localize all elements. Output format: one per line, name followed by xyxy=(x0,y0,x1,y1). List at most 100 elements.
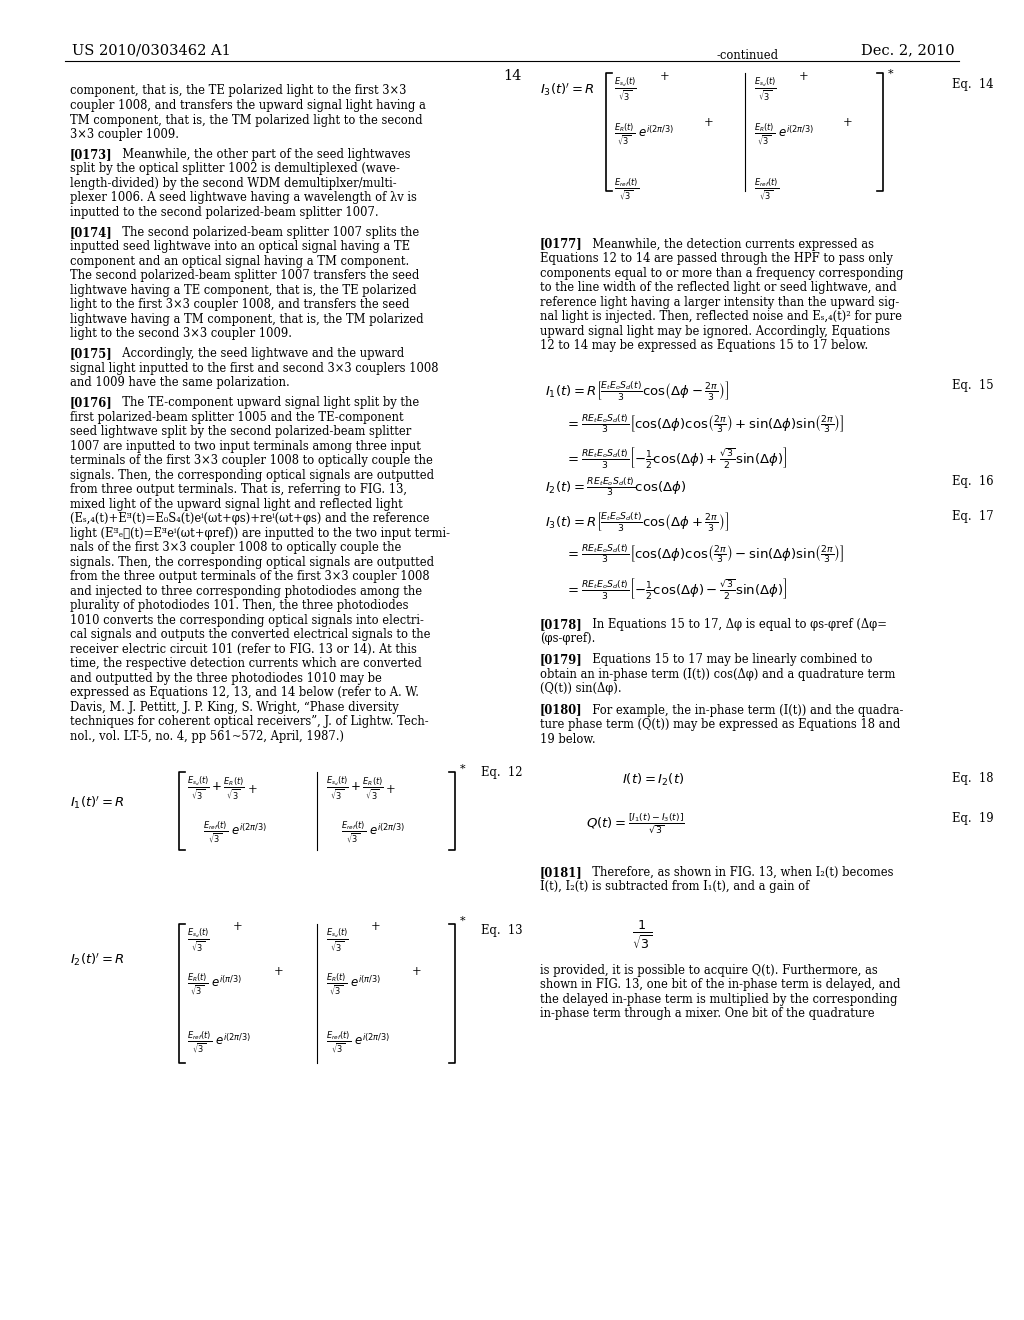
Text: Eq.  14: Eq. 14 xyxy=(952,78,994,91)
Text: to the line width of the reflected light or seed lightwave, and: to the line width of the reflected light… xyxy=(540,281,896,294)
Text: time, the respective detection currents which are converted: time, the respective detection currents … xyxy=(70,657,422,671)
Text: is provided, it is possible to acquire Q(t). Furthermore, as: is provided, it is possible to acquire Q… xyxy=(540,964,878,977)
Text: mixed light of the upward signal light and reflected light: mixed light of the upward signal light a… xyxy=(70,498,402,511)
Text: The second polarized-beam splitter 1007 transfers the seed: The second polarized-beam splitter 1007 … xyxy=(70,269,419,282)
Text: The TE-component upward signal light split by the: The TE-component upward signal light spl… xyxy=(115,396,419,409)
Text: +: + xyxy=(659,70,670,83)
Text: Eq.  18: Eq. 18 xyxy=(952,772,994,785)
Text: [0177]: [0177] xyxy=(540,238,583,251)
Text: $\frac{E_{s_d}(t)}{\sqrt{3}}$: $\frac{E_{s_d}(t)}{\sqrt{3}}$ xyxy=(187,927,210,953)
Text: Dec. 2, 2010: Dec. 2, 2010 xyxy=(861,44,954,58)
Text: 3×3 coupler 1009.: 3×3 coupler 1009. xyxy=(70,128,178,141)
Text: +: + xyxy=(248,783,258,796)
Text: 12 to 14 may be expressed as Equations 15 to 17 below.: 12 to 14 may be expressed as Equations 1… xyxy=(540,339,868,352)
Text: In Equations 15 to 17, Δφ is equal to φs-φref (Δφ=: In Equations 15 to 17, Δφ is equal to φs… xyxy=(585,618,887,631)
Text: receiver electric circuit 101 (refer to FIG. 13 or 14). At this: receiver electric circuit 101 (refer to … xyxy=(70,643,417,656)
Text: Equations 15 to 17 may be linearly combined to: Equations 15 to 17 may be linearly combi… xyxy=(585,653,872,667)
Text: +: + xyxy=(273,965,284,978)
Text: light to the first 3×3 coupler 1008, and transfers the seed: light to the first 3×3 coupler 1008, and… xyxy=(70,298,410,312)
Text: signals. Then, the corresponding optical signals are outputted: signals. Then, the corresponding optical… xyxy=(70,556,434,569)
Text: lightwave having a TM component, that is, the TM polarized: lightwave having a TM component, that is… xyxy=(70,313,423,326)
Text: and outputted by the three photodiodes 1010 may be: and outputted by the three photodiodes 1… xyxy=(70,672,382,685)
Text: nal light is injected. Then, reflected noise and Eₛ,₄(t)² for pure: nal light is injected. Then, reflected n… xyxy=(540,310,902,323)
Text: components equal to or more than a frequency corresponding: components equal to or more than a frequ… xyxy=(540,267,903,280)
Text: +: + xyxy=(386,783,396,796)
Text: $\frac{E_{s_d}(t)}{\sqrt{3}} + \frac{E_R(t)}{\sqrt{3}}$: $\frac{E_{s_d}(t)}{\sqrt{3}} + \frac{E_R… xyxy=(326,775,383,801)
Text: Eq.  12: Eq. 12 xyxy=(481,766,523,779)
Text: length-divided) by the second WDM demultiplxer/multi-: length-divided) by the second WDM demult… xyxy=(70,177,396,190)
Text: [0173]: [0173] xyxy=(70,148,113,161)
Text: $\frac{E_{ref}(t)}{\sqrt{3}}\ e^{i(2\pi/3)}$: $\frac{E_{ref}(t)}{\sqrt{3}}\ e^{i(2\pi/… xyxy=(187,1030,252,1055)
Text: upward signal light may be ignored. Accordingly, Equations: upward signal light may be ignored. Acco… xyxy=(540,325,890,338)
Text: Therefore, as shown in FIG. 13, when I₂(t) becomes: Therefore, as shown in FIG. 13, when I₂(… xyxy=(585,866,893,879)
Text: *: * xyxy=(460,764,465,775)
Text: and injected to three corresponding photodiodes among the: and injected to three corresponding phot… xyxy=(70,585,422,598)
Text: $I(t) = I_2(t)$: $I(t) = I_2(t)$ xyxy=(622,772,684,788)
Text: $\frac{E_{s_d}(t)}{\sqrt{3}}$: $\frac{E_{s_d}(t)}{\sqrt{3}}$ xyxy=(614,75,637,102)
Text: US 2010/0303462 A1: US 2010/0303462 A1 xyxy=(72,44,230,58)
Text: 1007 are inputted to two input terminals among three input: 1007 are inputted to two input terminals… xyxy=(70,440,421,453)
Text: $I_3(t) = R\left[\frac{E_t E_o S_d(t)}{3}\cos\!\left(\Delta\phi + \frac{2\pi}{3}: $I_3(t) = R\left[\frac{E_t E_o S_d(t)}{3… xyxy=(545,510,729,532)
Text: expressed as Equations 12, 13, and 14 below (refer to A. W.: expressed as Equations 12, 13, and 14 be… xyxy=(70,686,419,700)
Text: techniques for coherent optical receivers”, J. of Lightw. Tech-: techniques for coherent optical receiver… xyxy=(70,715,428,729)
Text: $\frac{E_{ref}(t)}{\sqrt{3}}\ e^{i(2\pi/3)}$: $\frac{E_{ref}(t)}{\sqrt{3}}\ e^{i(2\pi/… xyxy=(326,1030,390,1055)
Text: reference light having a larger intensity than the upward sig-: reference light having a larger intensit… xyxy=(540,296,899,309)
Text: $\frac{E_R(t)}{\sqrt{3}}\ e^{i(\pi/3)}$: $\frac{E_R(t)}{\sqrt{3}}\ e^{i(\pi/3)}$ xyxy=(326,972,381,997)
Text: $I_1(t) = R\left[\frac{E_t E_o S_d(t)}{3}\cos\!\left(\Delta\phi - \frac{2\pi}{3}: $I_1(t) = R\left[\frac{E_t E_o S_d(t)}{3… xyxy=(545,379,729,401)
Text: +: + xyxy=(843,116,853,129)
Text: $\frac{E_{ref}(t)}{\sqrt{3}}\ e^{i(2\pi/3)}$: $\frac{E_{ref}(t)}{\sqrt{3}}\ e^{i(2\pi/… xyxy=(341,820,406,845)
Text: (Q(t)) sin(Δφ).: (Q(t)) sin(Δφ). xyxy=(540,682,622,696)
Text: +: + xyxy=(412,965,422,978)
Text: shown in FIG. 13, one bit of the in-phase term is delayed, and: shown in FIG. 13, one bit of the in-phas… xyxy=(540,978,900,991)
Text: Eq.  13: Eq. 13 xyxy=(481,924,523,937)
Text: +: + xyxy=(371,920,381,933)
Text: $\frac{E_R(t)}{\sqrt{3}}\ e^{i(2\pi/3)}$: $\frac{E_R(t)}{\sqrt{3}}\ e^{i(2\pi/3)}$ xyxy=(754,121,814,147)
Text: nals of the first 3×3 coupler 1008 to optically couple the: nals of the first 3×3 coupler 1008 to op… xyxy=(70,541,401,554)
Text: $I_2(t)' = R$: $I_2(t)' = R$ xyxy=(70,952,125,969)
Text: 1010 converts the corresponding optical signals into electri-: 1010 converts the corresponding optical … xyxy=(70,614,424,627)
Text: Meanwhile, the other part of the seed lightwaves: Meanwhile, the other part of the seed li… xyxy=(115,148,411,161)
Text: $= \frac{RE_t E_o S_d(t)}{3}\left[\cos(\Delta\phi)\cos\!\left(\frac{2\pi}{3}\rig: $= \frac{RE_t E_o S_d(t)}{3}\left[\cos(\… xyxy=(565,412,845,434)
Text: $= \frac{RE_t E_o S_d(t)}{3}\left[-\frac{1}{2}\cos(\Delta\phi) + \frac{\sqrt{3}}: $= \frac{RE_t E_o S_d(t)}{3}\left[-\frac… xyxy=(565,445,787,470)
Text: $= \frac{RE_t E_o S_d(t)}{3}\left[\cos(\Delta\phi)\cos\!\left(\frac{2\pi}{3}\rig: $= \frac{RE_t E_o S_d(t)}{3}\left[\cos(\… xyxy=(565,543,845,565)
Text: [0179]: [0179] xyxy=(540,653,583,667)
Text: in-phase term through a mixer. One bit of the quadrature: in-phase term through a mixer. One bit o… xyxy=(540,1007,874,1020)
Text: nol., vol. LT-5, no. 4, pp 561~572, April, 1987.): nol., vol. LT-5, no. 4, pp 561~572, Apri… xyxy=(70,730,344,743)
Text: $\frac{E_{ref}(t)}{\sqrt{3}}\ e^{i(2\pi/3)}$: $\frac{E_{ref}(t)}{\sqrt{3}}\ e^{i(2\pi/… xyxy=(203,820,267,845)
Text: For example, the in-phase term (I(t)) and the quadra-: For example, the in-phase term (I(t)) an… xyxy=(585,704,903,717)
Text: component, that is, the TE polarized light to the first 3×3: component, that is, the TE polarized lig… xyxy=(70,84,406,98)
Text: -continued: -continued xyxy=(717,49,778,62)
Text: $Q(t) = \frac{[I_1(t) - I_3(t)]}{\sqrt{3}}$: $Q(t) = \frac{[I_1(t) - I_3(t)]}{\sqrt{3… xyxy=(586,812,685,836)
Text: Eq.  16: Eq. 16 xyxy=(952,475,994,488)
Text: inputted to the second polarized-beam splitter 1007.: inputted to the second polarized-beam sp… xyxy=(70,206,378,219)
Text: [0174]: [0174] xyxy=(70,226,113,239)
Text: [0180]: [0180] xyxy=(540,704,583,717)
Text: plurality of photodiodes 101. Then, the three photodiodes: plurality of photodiodes 101. Then, the … xyxy=(70,599,409,612)
Text: +: + xyxy=(703,116,714,129)
Text: the delayed in-phase term is multiplied by the corresponding: the delayed in-phase term is multiplied … xyxy=(540,993,897,1006)
Text: [0181]: [0181] xyxy=(540,866,583,879)
Text: coupler 1008, and transfers the upward signal light having a: coupler 1008, and transfers the upward s… xyxy=(70,99,426,112)
Text: cal signals and outputs the converted electrical signals to the: cal signals and outputs the converted el… xyxy=(70,628,430,642)
Text: light to the second 3×3 coupler 1009.: light to the second 3×3 coupler 1009. xyxy=(70,327,292,341)
Text: first polarized-beam splitter 1005 and the TE-component: first polarized-beam splitter 1005 and t… xyxy=(70,411,403,424)
Text: Equations 12 to 14 are passed through the HPF to pass only: Equations 12 to 14 are passed through th… xyxy=(540,252,893,265)
Text: $\frac{E_{s_d}(t)}{\sqrt{3}}$: $\frac{E_{s_d}(t)}{\sqrt{3}}$ xyxy=(754,75,776,102)
Text: light (Eᴲₑ⁦(t)=Eᴲeⁱ(ωt+φref)) are inputted to the two input termi-: light (Eᴲₑ⁦(t)=Eᴲeⁱ(ωt+φref)) are inputt… xyxy=(70,527,450,540)
Text: *: * xyxy=(888,69,893,79)
Text: lightwave having a TE component, that is, the TE polarized: lightwave having a TE component, that is… xyxy=(70,284,417,297)
Text: Davis, M. J. Pettitt, J. P. King, S. Wright, “Phase diversity: Davis, M. J. Pettitt, J. P. King, S. Wri… xyxy=(70,701,398,714)
Text: +: + xyxy=(799,70,809,83)
Text: $\frac{E_R(t)}{\sqrt{3}}\ e^{i(2\pi/3)}$: $\frac{E_R(t)}{\sqrt{3}}\ e^{i(2\pi/3)}$ xyxy=(614,121,675,147)
Text: The second polarized-beam splitter 1007 splits the: The second polarized-beam splitter 1007 … xyxy=(115,226,419,239)
Text: $\frac{E_{ref}(t)}{\sqrt{3}}$: $\frac{E_{ref}(t)}{\sqrt{3}}$ xyxy=(754,177,778,202)
Text: I(t), I₂(t) is subtracted from I₁(t), and a gain of: I(t), I₂(t) is subtracted from I₁(t), an… xyxy=(540,880,809,894)
Text: signals. Then, the corresponding optical signals are outputted: signals. Then, the corresponding optical… xyxy=(70,469,434,482)
Text: $I_2(t) = \frac{RE_t E_o S_d(t)}{3}\cos(\Delta\phi)$: $I_2(t) = \frac{RE_t E_o S_d(t)}{3}\cos(… xyxy=(545,475,686,498)
Text: TM component, that is, the TM polarized light to the second: TM component, that is, the TM polarized … xyxy=(70,114,422,127)
Text: from three output terminals. That is, referring to FIG. 13,: from three output terminals. That is, re… xyxy=(70,483,407,496)
Text: $\frac{1}{\sqrt{3}}$: $\frac{1}{\sqrt{3}}$ xyxy=(632,919,652,952)
Text: plexer 1006. A seed lightwave having a wavelength of λv is: plexer 1006. A seed lightwave having a w… xyxy=(70,191,417,205)
Text: $= \frac{RE_t E_o S_d(t)}{3}\left[-\frac{1}{2}\cos(\Delta\phi) - \frac{\sqrt{3}}: $= \frac{RE_t E_o S_d(t)}{3}\left[-\frac… xyxy=(565,576,787,601)
Text: Meanwhile, the detection currents expressed as: Meanwhile, the detection currents expres… xyxy=(585,238,873,251)
